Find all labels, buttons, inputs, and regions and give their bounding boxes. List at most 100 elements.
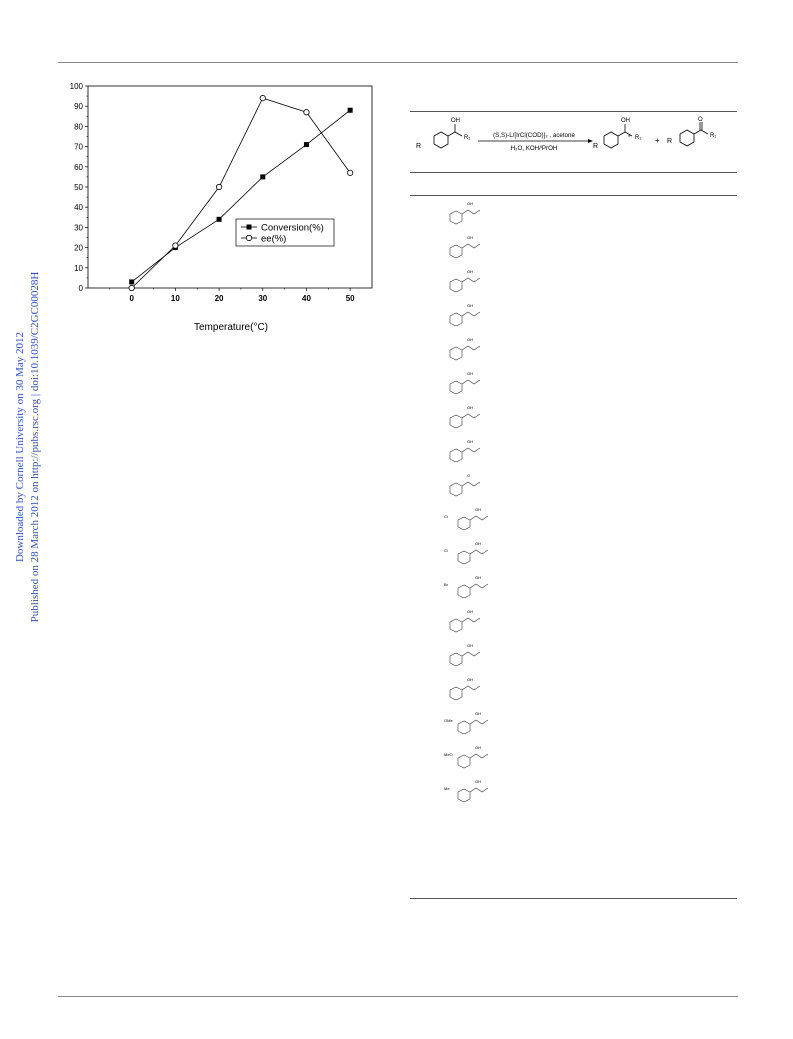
plot-frame — [87, 85, 373, 289]
x-axis-label: Temperature(°C) — [194, 322, 268, 333]
ring — [457, 584, 471, 599]
substrate-structure: OH — [449, 303, 481, 327]
conversion-point — [303, 142, 309, 148]
side-chain — [469, 787, 489, 793]
series-line-2 — [131, 97, 351, 289]
ring — [449, 482, 463, 497]
substituent-r: R — [416, 143, 421, 150]
hydroxyl-label: OH — [475, 507, 481, 512]
side-chain — [461, 651, 481, 657]
side-chain — [461, 413, 481, 419]
ring — [457, 720, 471, 735]
side-chain — [461, 379, 481, 385]
substrate-structure: OH Cl — [444, 507, 489, 531]
hydroxyl-label: OH — [467, 269, 473, 274]
top-rule — [58, 62, 738, 63]
x-tick-label: 20 — [215, 294, 224, 303]
download-notice[interactable]: Downloaded by Cornell University on 30 M… — [14, 331, 26, 563]
substrate-structure: OH OMe — [444, 711, 489, 735]
product-r1: R₁ — [635, 135, 641, 141]
ring — [449, 244, 463, 259]
ring — [457, 754, 471, 769]
substrate-structure: O — [449, 473, 481, 497]
y-tick-label: 70 — [74, 143, 83, 152]
benzene-ring — [433, 131, 449, 149]
ring — [449, 380, 463, 395]
ring — [449, 210, 463, 225]
side-chain — [461, 243, 481, 249]
product-oh: OH — [621, 118, 630, 124]
y-tick-label: 30 — [74, 223, 83, 232]
substrate-structure: OH — [449, 337, 481, 361]
hydroxyl-label: OH — [475, 541, 481, 546]
conversion-point — [129, 279, 135, 285]
ring — [449, 618, 463, 633]
download-sidebar: Downloaded by Cornell University on 30 M… — [13, 147, 47, 747]
hydroxyl-label: OH — [467, 371, 473, 376]
reagent-top: (S,S)-L/[IrCl(COD)]₂ , acetone — [493, 132, 575, 139]
side-chain — [469, 515, 489, 521]
ring — [457, 550, 471, 565]
x-tick-label: 30 — [258, 294, 267, 303]
conversion-point — [216, 216, 222, 222]
ee-point — [347, 169, 354, 176]
oh-label: OH — [451, 118, 460, 124]
side-chain — [461, 617, 481, 623]
side-chain — [469, 719, 489, 725]
hydroxyl-label: OH — [467, 439, 473, 444]
substrate-structure: OH MeO — [444, 745, 489, 769]
x-tick-label: 10 — [171, 294, 180, 303]
legend-label: Conversion(%) — [261, 223, 324, 234]
conversion-point — [347, 107, 353, 113]
publication-notice[interactable]: Published on 28 March 2012 on http://pub… — [29, 271, 41, 623]
chart-series — [128, 95, 354, 292]
side-chain — [461, 311, 481, 317]
substituent-label: Br — [444, 582, 449, 587]
x-tick-label: 40 — [302, 294, 311, 303]
ketone-o: O — [698, 117, 703, 123]
plus-sign: + — [655, 136, 660, 145]
reagent-bottom: H₂O, KOH/ⁱPrOH — [511, 144, 558, 152]
hydroxyl-label: OH — [467, 643, 473, 648]
side-chain — [461, 345, 481, 351]
substrate-structure: OH — [449, 643, 481, 667]
chart-legend: Conversion(%)ee(%) — [235, 218, 335, 247]
ketone-r1: R₁ — [710, 133, 716, 139]
conversion-point — [260, 174, 266, 180]
side-chain — [461, 277, 481, 283]
series-line-1 — [131, 109, 351, 283]
x-tick-label: 0 — [129, 294, 134, 303]
y-tick-label: 90 — [74, 102, 83, 111]
substrate-structure: OH — [449, 269, 481, 293]
y-tick-label: 50 — [74, 183, 83, 192]
temperature-chart: 0 10 20 30 40 50 60 70 80 90 100 0 10 20 30 40 50 Conver… — [70, 82, 373, 333]
legend-square-marker — [246, 224, 252, 230]
ee-point — [215, 183, 223, 191]
substrate-structure: OH — [449, 201, 481, 225]
hydroxyl-label: OH — [467, 303, 473, 308]
product-r: R — [593, 143, 598, 150]
y-tick-label: 80 — [74, 122, 83, 131]
table-top-rule — [410, 111, 737, 112]
table-bottom-rule — [410, 898, 737, 899]
legend-box — [235, 218, 335, 247]
ring — [449, 312, 463, 327]
y-tick-label: 40 — [74, 203, 83, 212]
y-tick-label: 100 — [70, 82, 84, 91]
ring — [457, 788, 471, 803]
hydroxyl-label: OH — [467, 609, 473, 614]
r1-label: R₁ — [464, 135, 470, 141]
stereocenter-star: * — [628, 135, 631, 141]
y-tick-label: 0 — [79, 284, 84, 293]
hydroxyl-label: OH — [467, 201, 473, 206]
legend-circle-marker — [245, 234, 253, 242]
substrate-structure: OH — [449, 371, 481, 395]
side-chain — [469, 549, 489, 555]
hydroxyl-label: OH — [467, 235, 473, 240]
ring — [449, 346, 463, 361]
y-tick-label: 60 — [74, 163, 83, 172]
side-chain — [469, 753, 489, 759]
ee-point — [259, 95, 266, 102]
hydroxyl-label: OH — [467, 405, 473, 410]
hydroxyl-label: OH — [475, 745, 481, 750]
